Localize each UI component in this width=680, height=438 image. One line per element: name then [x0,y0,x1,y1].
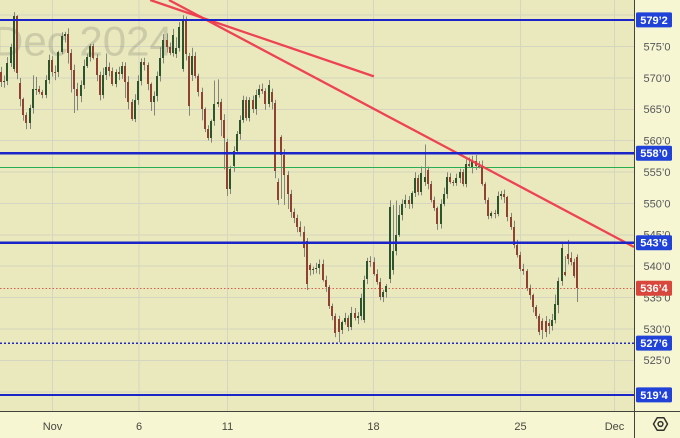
svg-text:525’0: 525’0 [644,355,671,367]
svg-text:550’0: 550’0 [644,198,671,210]
svg-text:6: 6 [136,421,142,433]
svg-text:558’0: 558’0 [640,148,668,160]
svg-text:530’0: 530’0 [644,324,671,336]
svg-text:527’6: 527’6 [640,338,668,350]
svg-text:Dec 2024: Dec 2024 [0,18,173,65]
svg-text:560’0: 560’0 [644,136,671,148]
svg-text:Dec: Dec [605,421,625,433]
svg-text:543’6: 543’6 [640,238,668,250]
svg-text:11: 11 [222,421,233,433]
svg-text:540’0: 540’0 [644,261,671,273]
svg-text:25: 25 [514,421,526,433]
svg-text:579’2: 579’2 [640,15,668,27]
svg-text:18: 18 [367,421,379,433]
svg-text:565’0: 565’0 [644,104,671,116]
svg-text:519’4: 519’4 [640,390,668,402]
svg-text:570’0: 570’0 [644,73,671,85]
svg-text:575’0: 575’0 [644,41,671,53]
svg-text:Nov: Nov [43,421,63,433]
svg-text:555’0: 555’0 [644,167,671,179]
svg-text:536’4: 536’4 [640,283,668,295]
